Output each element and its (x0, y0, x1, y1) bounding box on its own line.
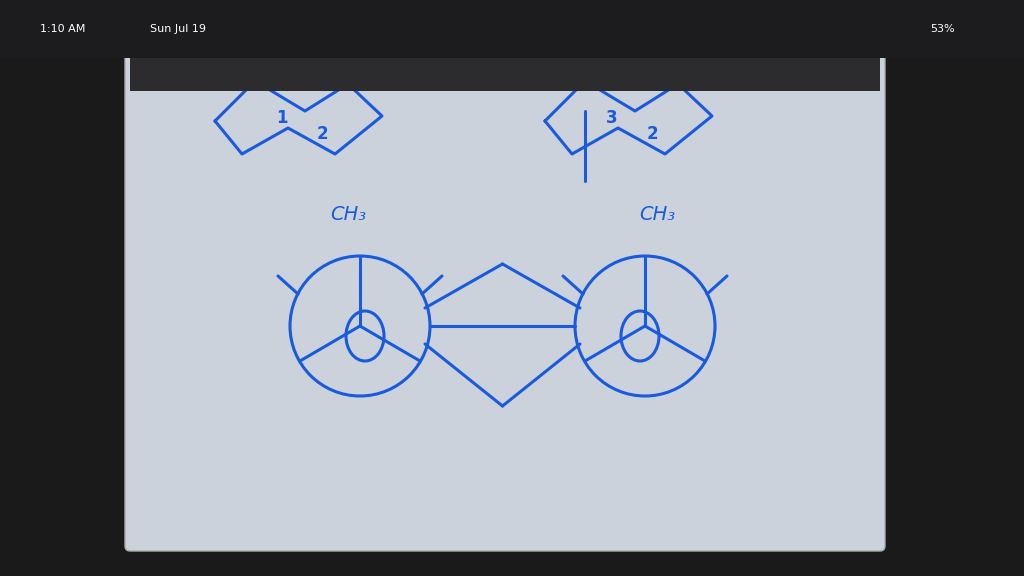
Text: 1:10 AM: 1:10 AM (40, 24, 85, 34)
Text: 53%: 53% (930, 24, 954, 34)
Bar (0, 0, 1024, 58)
Text: CH₃: CH₃ (639, 204, 675, 223)
Text: 3: 3 (606, 109, 617, 127)
Text: Sun Jul 19: Sun Jul 19 (150, 24, 206, 34)
Text: CH₃: CH₃ (330, 204, 366, 223)
Text: 2: 2 (316, 125, 328, 143)
FancyBboxPatch shape (125, 31, 885, 551)
Bar (130, 58, 880, 91)
Text: 2: 2 (646, 125, 657, 143)
Text: 1: 1 (276, 109, 288, 127)
